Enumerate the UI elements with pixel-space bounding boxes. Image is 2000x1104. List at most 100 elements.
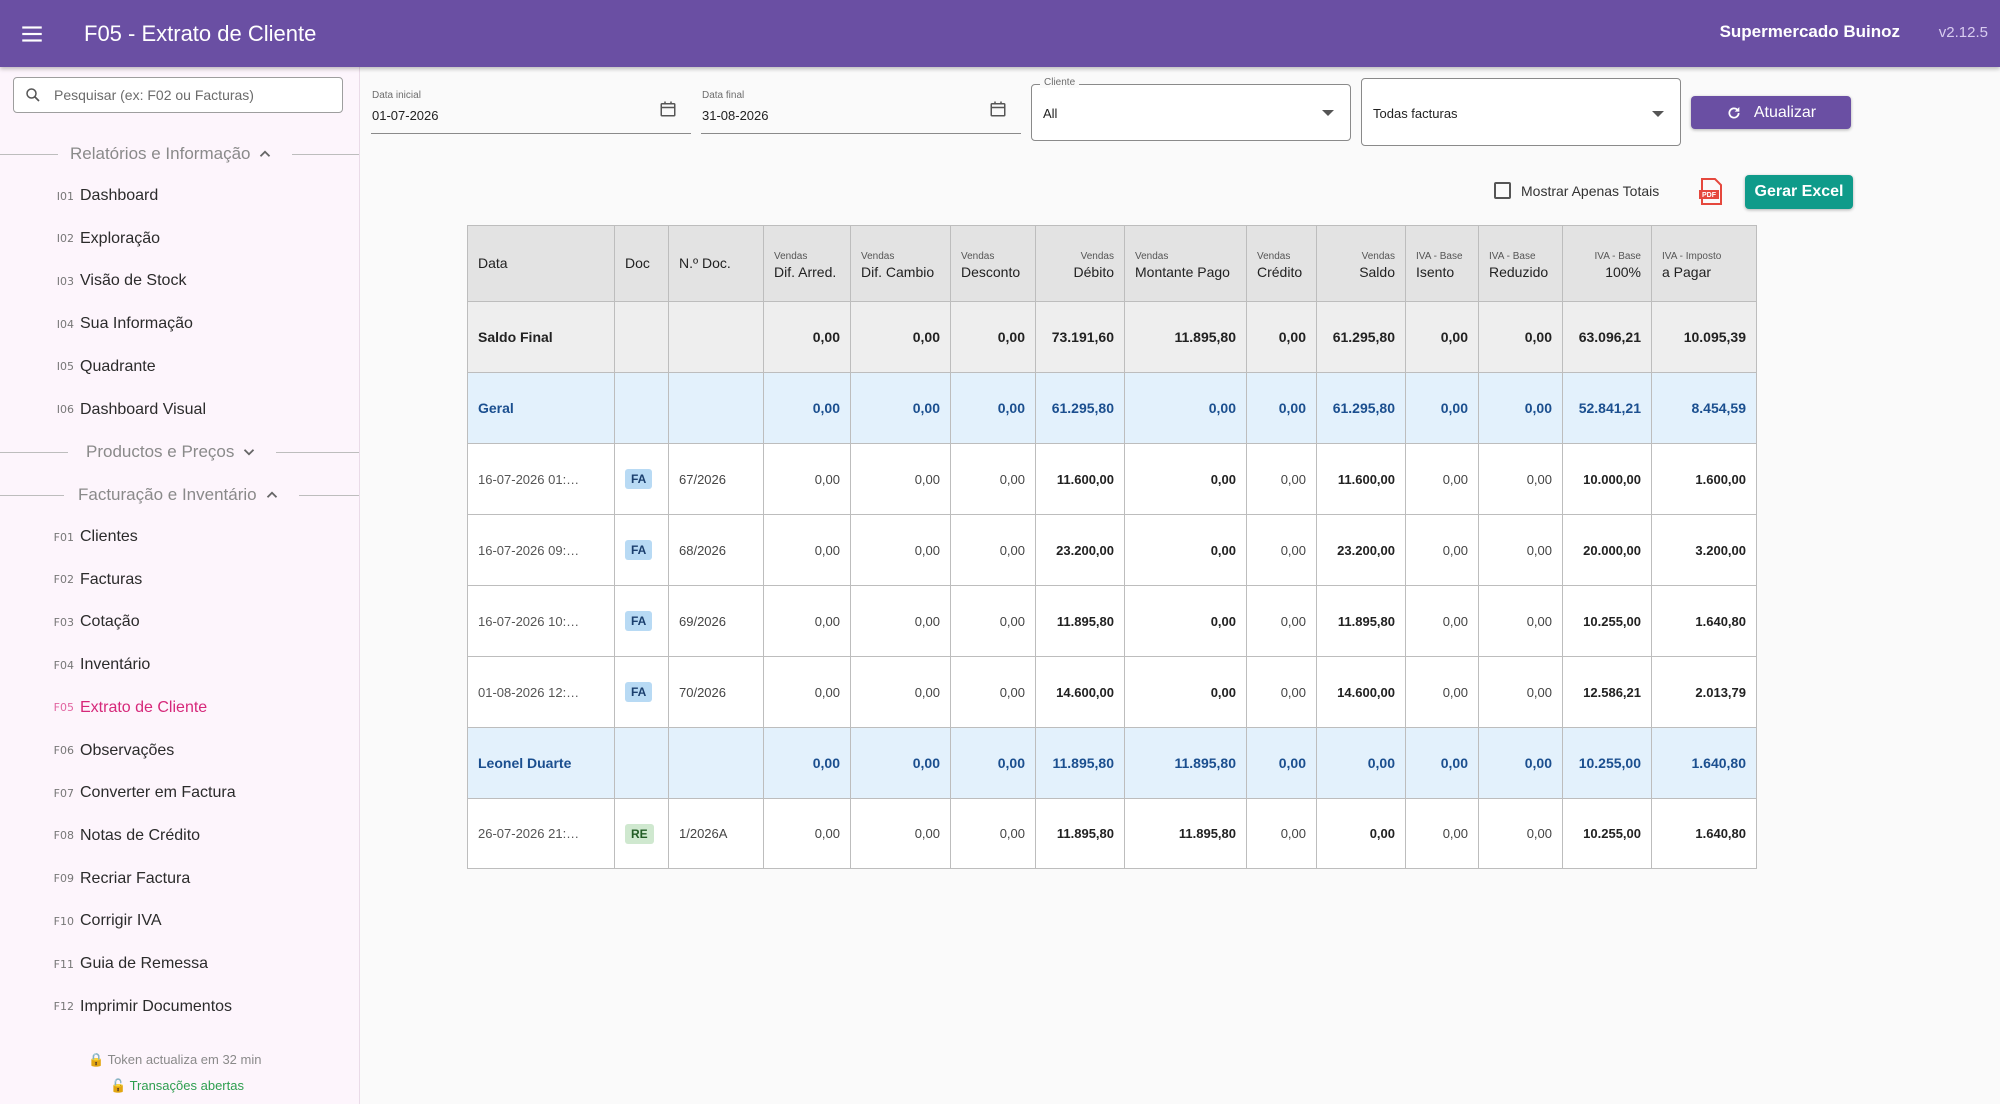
cell-text: 0,00 bbox=[999, 684, 1025, 700]
cell-text: 0,00 bbox=[1210, 684, 1236, 700]
chevron-up-icon[interactable] bbox=[263, 486, 281, 504]
sidebar-item-f10[interactable]: F10 Corrigir IVA bbox=[0, 903, 359, 939]
value-cell: 0,00 bbox=[1246, 656, 1317, 728]
sidebar-item-f08[interactable]: F08 Notas de Crédito bbox=[0, 818, 359, 854]
column-header[interactable]: IVA - Base Isento bbox=[1405, 225, 1479, 302]
menu-button[interactable] bbox=[0, 0, 64, 67]
value-cell: 0,00 bbox=[1246, 514, 1317, 586]
sidebar-item-i01[interactable]: I01 Dashboard bbox=[0, 178, 359, 214]
value-cell: 0,00 bbox=[1478, 372, 1563, 444]
value-cell: 0,00 bbox=[1316, 798, 1406, 869]
cell-text: 0,00 bbox=[997, 755, 1025, 771]
value-cell: 10.255,00 bbox=[1562, 585, 1652, 657]
client-select[interactable]: Cliente All bbox=[1031, 77, 1351, 141]
start-date-label: Data inicial bbox=[372, 90, 421, 101]
column-header-label: Reduzido bbox=[1489, 263, 1549, 280]
only-totals-toggle[interactable]: Mostrar Apenas Totais bbox=[1494, 182, 1659, 199]
sidebar-item-label: Quadrante bbox=[80, 357, 156, 375]
value-cell: 0,00 bbox=[1405, 656, 1479, 728]
only-totals-checkbox[interactable] bbox=[1494, 182, 1511, 199]
sidebar-item-code: I03 bbox=[56, 274, 74, 288]
value-cell: 0,00 bbox=[1316, 727, 1406, 799]
value-cell: 0,00 bbox=[1478, 798, 1563, 869]
value-cell: 0,00 bbox=[1246, 798, 1317, 869]
column-header[interactable]: Vendas Crédito bbox=[1246, 225, 1317, 302]
value-cell: 0,00 bbox=[1246, 372, 1317, 444]
cell-text: 11.600,00 bbox=[1056, 471, 1114, 487]
calendar-icon[interactable] bbox=[989, 100, 1007, 118]
sidebar-item-f12[interactable]: F12 Imprimir Documentos bbox=[0, 989, 359, 1025]
sidebar-item-f05[interactable]: F05 Extrato de Cliente bbox=[0, 690, 359, 726]
search-input[interactable] bbox=[52, 86, 326, 104]
value-cell: 0,00 bbox=[763, 514, 851, 586]
sidebar-item-i02[interactable]: I02 Exploração bbox=[0, 221, 359, 257]
column-header-group: IVA - Base bbox=[1416, 250, 1463, 262]
cell-text: 0,00 bbox=[912, 400, 940, 416]
value-cell: 0,00 bbox=[1405, 301, 1479, 373]
sidebar-item-f09[interactable]: F09 Recriar Factura bbox=[0, 861, 359, 897]
sidebar-item-f06[interactable]: F06 Observações bbox=[0, 733, 359, 769]
sidebar-item-f04[interactable]: F04 Inventário bbox=[0, 647, 359, 683]
column-header[interactable]: Doc bbox=[614, 225, 669, 302]
invoice-filter-select[interactable]: Todas facturas bbox=[1361, 78, 1681, 146]
column-header[interactable]: Data bbox=[467, 225, 615, 302]
section-products[interactable]: Productos e Preços bbox=[0, 440, 359, 464]
sidebar-item-code: F07 bbox=[53, 786, 74, 800]
column-header[interactable]: Vendas Débito bbox=[1035, 225, 1125, 302]
column-header[interactable]: Vendas Montante Pago bbox=[1124, 225, 1247, 302]
column-header[interactable]: Vendas Desconto bbox=[950, 225, 1036, 302]
sidebar-item-f07[interactable]: F07 Converter em Factura bbox=[0, 775, 359, 811]
end-date-field[interactable]: Data final 31-08-2026 bbox=[701, 90, 1021, 134]
column-header[interactable]: N.º Doc. bbox=[668, 225, 764, 302]
column-header[interactable]: IVA - Base Reduzido bbox=[1478, 225, 1563, 302]
sidebar-item-f11[interactable]: F11 Guia de Remessa bbox=[0, 946, 359, 982]
column-header[interactable]: IVA - Base 100% bbox=[1562, 225, 1652, 302]
column-header[interactable]: Vendas Dif. Arred. bbox=[763, 225, 851, 302]
sidebar-item-label: Clientes bbox=[80, 528, 138, 545]
sidebar-item-f02[interactable]: F02 Facturas bbox=[0, 562, 359, 598]
excel-button[interactable]: Gerar Excel bbox=[1745, 175, 1853, 209]
cell-text: 0,00 bbox=[1440, 329, 1468, 345]
pdf-icon[interactable]: PDF bbox=[1698, 178, 1724, 206]
cell-text: 0,00 bbox=[997, 329, 1025, 345]
final-balance-row: Saldo Final 0,00 0,00 0,00 73.191,60 11.895,8… bbox=[467, 301, 1757, 373]
column-header[interactable]: Vendas Saldo bbox=[1316, 225, 1406, 302]
table-row[interactable]: 26-07-2026 21:… RE 1/2026A 0,00 0,00 0,00 11.8… bbox=[467, 798, 1757, 869]
sidebar-item-i06[interactable]: I06 Dashboard Visual bbox=[0, 392, 359, 428]
chevron-up-icon[interactable] bbox=[256, 145, 274, 163]
end-date-value[interactable]: 31-08-2026 bbox=[702, 108, 769, 123]
cell-text: 11.895,80 bbox=[1337, 613, 1395, 629]
chevron-down-icon[interactable] bbox=[240, 443, 258, 461]
refresh-button[interactable]: Atualizar bbox=[1691, 96, 1851, 129]
sidebar-item-code: I01 bbox=[56, 189, 74, 203]
start-date-field[interactable]: Data inicial 01-07-2026 bbox=[371, 90, 691, 134]
table-row[interactable]: 16-07-2026 09:… FA 68/2026 0,00 0,00 0,00 23.2… bbox=[467, 514, 1757, 586]
sidebar-item-f01[interactable]: F01 Clientes bbox=[0, 519, 359, 555]
table-row[interactable]: 01-08-2026 12:… FA 70/2026 0,00 0,00 0,00 14.6… bbox=[467, 656, 1757, 728]
sidebar-item-f03[interactable]: F03 Cotação bbox=[0, 604, 359, 640]
column-header[interactable]: IVA - Imposto a Pagar bbox=[1651, 225, 1757, 302]
start-date-value[interactable]: 01-07-2026 bbox=[372, 108, 439, 123]
value-cell: 0,00 bbox=[1405, 514, 1479, 586]
sidebar-item-i05[interactable]: I05 Quadrante bbox=[0, 349, 359, 385]
cell-text: 0,00 bbox=[914, 471, 940, 487]
section-billing[interactable]: Facturação e Inventário bbox=[0, 483, 359, 507]
column-header-group: Vendas bbox=[1257, 250, 1291, 262]
cell-text: 69/2026 bbox=[679, 613, 726, 629]
section-reports[interactable]: Relatórios e Informação bbox=[0, 142, 359, 166]
cell-text: 0,00 bbox=[1280, 826, 1306, 841]
sidebar-item-i04[interactable]: I04 Sua Informação bbox=[0, 306, 359, 342]
column-header-label: Débito bbox=[1073, 263, 1114, 280]
doc-number-cell: 68/2026 bbox=[668, 514, 764, 586]
table-row[interactable]: 16-07-2026 01:… FA 67/2026 0,00 0,00 0,00 11.6… bbox=[467, 443, 1757, 515]
column-header[interactable]: Vendas Dif. Cambio bbox=[850, 225, 951, 302]
table-row[interactable]: 16-07-2026 10:… FA 69/2026 0,00 0,00 0,00 11.8… bbox=[467, 585, 1757, 657]
cell-text: 0,00 bbox=[1208, 400, 1236, 416]
sidebar-item-i03[interactable]: I03 Visão de Stock bbox=[0, 263, 359, 299]
value-cell: 0,00 bbox=[1478, 514, 1563, 586]
sidebar-item-code: F04 bbox=[53, 658, 74, 672]
calendar-icon[interactable] bbox=[659, 100, 677, 118]
value-cell: 1.600,00 bbox=[1651, 443, 1757, 515]
value-cell: 11.895,80 bbox=[1035, 585, 1125, 657]
sidebar-search[interactable] bbox=[13, 77, 343, 113]
